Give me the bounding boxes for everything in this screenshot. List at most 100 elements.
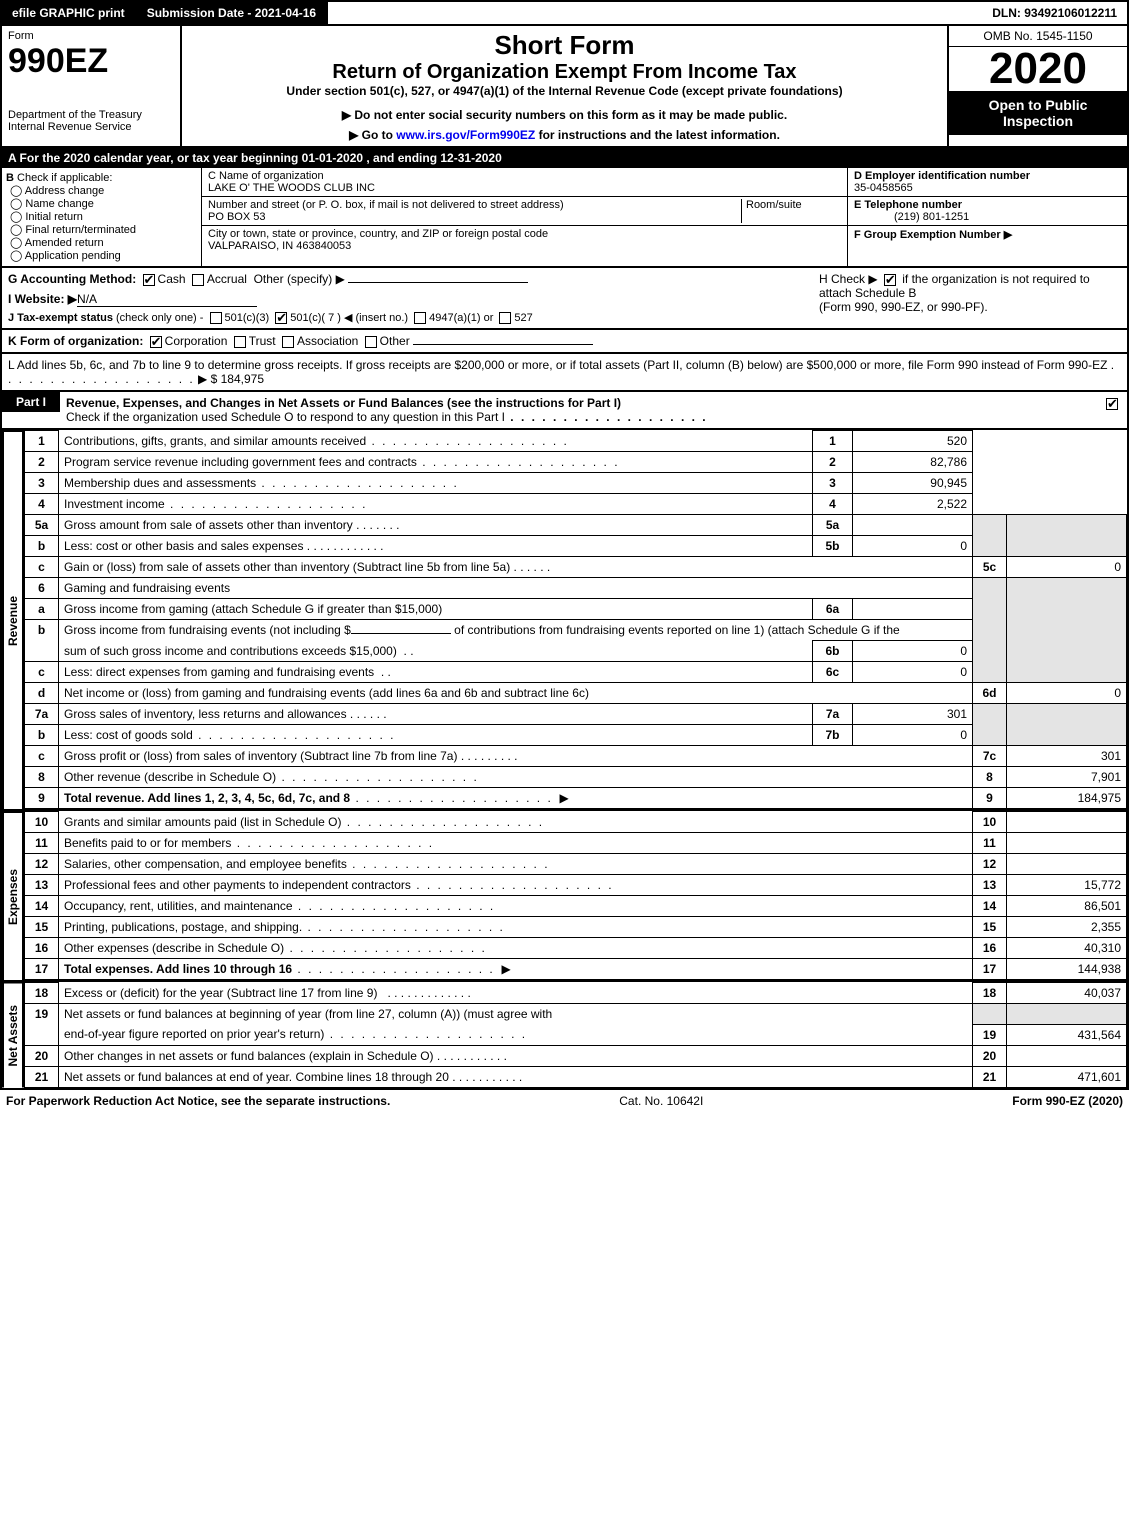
ln5c-n: c	[25, 557, 59, 578]
group-exemption-label: F Group Exemption Number ▶	[854, 229, 1012, 241]
ln12-n: 12	[25, 854, 59, 875]
revenue-table: 1Contributions, gifts, grants, and simil…	[24, 430, 1127, 809]
ln5b-n: b	[25, 536, 59, 557]
6b-amount-input[interactable]	[351, 633, 451, 634]
chk-corporation[interactable]	[150, 336, 162, 348]
irs-link[interactable]: www.irs.gov/Form990EZ	[396, 128, 535, 142]
ln19-t: Net assets or fund balances at beginning…	[59, 1004, 973, 1025]
k-other-input[interactable]	[413, 344, 593, 345]
k-trust: Trust	[249, 334, 276, 348]
ln12-t: Salaries, other compensation, and employ…	[64, 857, 347, 871]
ln11-n: 11	[25, 833, 59, 854]
ln8-ln: 8	[973, 767, 1007, 788]
chk-cash[interactable]	[143, 274, 155, 286]
other-label: Other (specify) ▶	[254, 272, 345, 286]
i-label: I Website: ▶	[8, 292, 77, 306]
ln20-n: 20	[25, 1045, 59, 1066]
ln2-ln: 2	[813, 452, 853, 473]
ln7b-mv: 0	[853, 725, 973, 746]
ln6d-v: 0	[1007, 683, 1127, 704]
k-label: K Form of organization:	[8, 334, 143, 348]
chk-name-change[interactable]: Name change	[25, 198, 94, 210]
ln3-ln: 3	[813, 473, 853, 494]
dots-icon	[165, 497, 368, 511]
chk-501c3[interactable]	[210, 312, 222, 324]
room-suite: Room/suite	[741, 199, 841, 223]
ln21-t: Net assets or fund balances at end of ye…	[64, 1070, 449, 1084]
dots-icon	[292, 962, 495, 976]
chk-amended-return[interactable]: Amended return	[25, 237, 104, 249]
ein: 35-0458565	[854, 182, 913, 194]
ln18-v: 40,037	[1007, 983, 1127, 1004]
dept-irs: Internal Revenue Service	[8, 121, 174, 133]
l-amount: ▶ $ 184,975	[198, 372, 264, 386]
warning-goto: ▶ Go to www.irs.gov/Form990EZ for instru…	[188, 128, 941, 142]
tax-year: 2020	[949, 47, 1127, 91]
shade	[1007, 1004, 1127, 1025]
h-text2: (Form 990, 990-EZ, or 990-PF).	[819, 300, 988, 314]
net-assets-section: Net Assets 18Excess or (deficit) for the…	[0, 982, 1129, 1090]
ln20-ln: 20	[973, 1045, 1007, 1066]
ln5a-n: 5a	[25, 515, 59, 536]
chk-address-change[interactable]: Address change	[25, 185, 105, 197]
chk-501c[interactable]	[275, 312, 287, 324]
chk-application-pending[interactable]: Application pending	[25, 250, 121, 262]
ln8-t: Other revenue (describe in Schedule O)	[64, 770, 276, 784]
efile-button[interactable]: efile GRAPHIC print	[2, 2, 137, 24]
ln17-n: 17	[25, 959, 59, 980]
ln3-v: 90,945	[853, 473, 973, 494]
h-pre: H Check ▶	[819, 272, 881, 286]
dots-icon	[276, 770, 479, 784]
footer-form: Form 990-EZ (2020)	[1012, 1094, 1123, 1108]
chk-schedule-o[interactable]	[1106, 398, 1118, 410]
city: VALPARAISO, IN 463840053	[208, 240, 351, 252]
k-other: Other	[380, 334, 410, 348]
street-label: Number and street (or P. O. box, if mail…	[208, 199, 564, 211]
chk-schedule-b[interactable]	[884, 274, 896, 286]
dots-icon	[505, 410, 708, 424]
ln5c-ln: 5c	[973, 557, 1007, 578]
ln5b-m: 5b	[813, 536, 853, 557]
ln16-n: 16	[25, 938, 59, 959]
chk-initial-return[interactable]: Initial return	[25, 211, 82, 223]
tel-label: E Telephone number	[854, 199, 962, 211]
ln6c-t: Less: direct expenses from gaming and fu…	[64, 665, 374, 679]
ln13-v: 15,772	[1007, 875, 1127, 896]
shade	[1007, 515, 1127, 557]
ln11-v	[1007, 833, 1127, 854]
other-specify-input[interactable]	[348, 282, 528, 283]
chk-final-return[interactable]: Final return/terminated	[25, 224, 136, 236]
chk-4947[interactable]	[414, 312, 426, 324]
org-name: LAKE O' THE WOODS CLUB INC	[208, 182, 375, 194]
ln21-ln: 21	[973, 1066, 1007, 1087]
chk-accrual[interactable]	[192, 274, 204, 286]
chk-trust[interactable]	[234, 336, 246, 348]
ln18-n: 18	[25, 983, 59, 1004]
k-corp: Corporation	[165, 334, 228, 348]
ln7c-ln: 7c	[973, 746, 1007, 767]
ln6a-t: Gross income from gaming (attach Schedul…	[59, 599, 813, 620]
ln13-n: 13	[25, 875, 59, 896]
dots-icon	[302, 920, 505, 934]
ln5a-mv	[853, 515, 973, 536]
part1-sub: Check if the organization used Schedule …	[66, 410, 505, 424]
ln2-n: 2	[25, 452, 59, 473]
j-4947: 4947(a)(1) or	[429, 312, 493, 324]
ln5c-v: 0	[1007, 557, 1127, 578]
chk-other-org[interactable]	[365, 336, 377, 348]
ln16-ln: 16	[973, 938, 1007, 959]
ln6a-mv	[853, 599, 973, 620]
chk-527[interactable]	[499, 312, 511, 324]
expenses-side-label: Expenses	[2, 811, 24, 980]
b-label: Check if applicable:	[17, 172, 112, 184]
ln13-ln: 13	[973, 875, 1007, 896]
dots-icon	[256, 476, 459, 490]
chk-association[interactable]	[282, 336, 294, 348]
j-note: (check only one) -	[116, 312, 203, 324]
ln11-ln: 11	[973, 833, 1007, 854]
dots-icon	[347, 857, 550, 871]
ln8-n: 8	[25, 767, 59, 788]
ln2-t: Program service revenue including govern…	[64, 455, 417, 469]
ln10-t: Grants and similar amounts paid (list in…	[64, 815, 341, 829]
open-to-public: Open to Public Inspection	[949, 91, 1127, 135]
